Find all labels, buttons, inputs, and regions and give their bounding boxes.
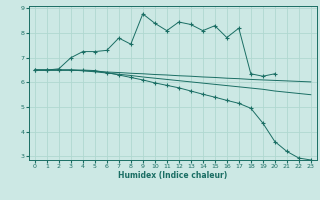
- X-axis label: Humidex (Indice chaleur): Humidex (Indice chaleur): [118, 171, 228, 180]
